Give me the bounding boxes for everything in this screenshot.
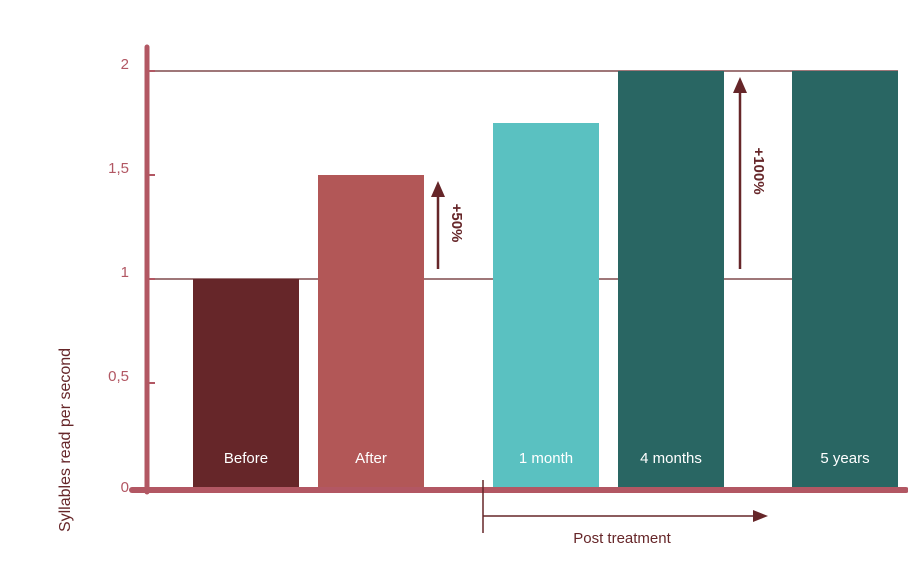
annotation-label: +50% xyxy=(448,204,465,243)
bar xyxy=(193,279,299,487)
bar-labels: Before After 1 month 4 months 5 years xyxy=(224,450,870,467)
annotations: +50% +100% xyxy=(431,77,767,269)
post-treatment-group: Post treatment xyxy=(482,480,768,547)
y-axis-label: Syllables read per second xyxy=(57,348,74,532)
y-tick-label: 0 xyxy=(121,479,129,496)
bar xyxy=(618,71,724,487)
bar-label: After xyxy=(355,450,387,467)
bar xyxy=(493,123,599,487)
y-ticks: 0 0,5 1 1,5 2 xyxy=(108,56,155,496)
annotation-label: +100% xyxy=(750,147,767,194)
bars xyxy=(193,71,898,487)
bar-label: 4 months xyxy=(640,450,702,467)
arrow-up-icon xyxy=(431,181,445,197)
group-label: Post treatment xyxy=(573,530,671,547)
bar-label: 5 years xyxy=(820,450,869,467)
y-tick-label: 0,5 xyxy=(108,368,129,385)
bar xyxy=(792,71,898,487)
axes xyxy=(129,44,908,495)
arrow-right-icon xyxy=(753,510,768,522)
bar-label: 1 month xyxy=(519,450,573,467)
bar xyxy=(318,175,424,487)
bar-label: Before xyxy=(224,450,268,467)
arrow-up-icon xyxy=(733,77,747,93)
y-tick-label: 1 xyxy=(121,264,129,281)
y-tick-label: 1,5 xyxy=(108,160,129,177)
y-tick-label: 2 xyxy=(121,56,129,73)
